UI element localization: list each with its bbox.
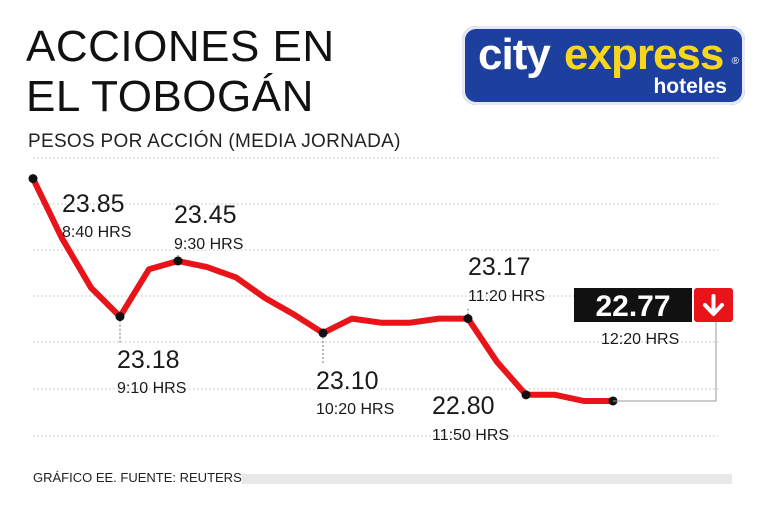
down-arrow-icon: [703, 294, 724, 316]
data-point-3: [318, 328, 328, 338]
data-point-1: [115, 312, 125, 322]
value-label-1: 23.18: [117, 346, 180, 374]
data-point-4: [463, 314, 473, 324]
data-point-0: [28, 174, 38, 184]
time-label-1: 9:10 HRS: [117, 380, 186, 397]
logo-word-express: express: [564, 30, 724, 79]
chart-title: ACCIONES EN EL TOBOGÁN: [26, 22, 335, 122]
last-leader-line: [613, 322, 717, 402]
chart-subtitle: PESOS POR ACCIÓN (MEDIA JORNADA): [28, 131, 401, 152]
time-label-3: 10:20 HRS: [316, 401, 394, 418]
title-line-2: EL TOBOGÁN: [26, 72, 314, 121]
cityexpress-logo: city express ® hoteles: [462, 26, 745, 105]
value-label-0: 23.85: [62, 190, 125, 218]
value-label-3: 23.10: [316, 367, 379, 395]
title-line-1: ACCIONES EN: [26, 22, 335, 71]
data-point-2: [173, 256, 183, 266]
last-value-label: 22.77: [595, 290, 670, 323]
logo-registered-mark: ®: [731, 56, 739, 67]
time-label-4: 11:20 HRS: [468, 288, 545, 305]
source-footer: GRÁFICO EE. FUENTE: REUTERS.: [33, 470, 246, 485]
data-point-5: [521, 390, 531, 400]
last-time-label: 12:20 HRS: [601, 331, 679, 348]
logo-word-city: city: [478, 30, 551, 79]
time-label-5: 11:50 HRS: [432, 427, 509, 444]
value-label-2: 23.45: [174, 201, 237, 229]
time-label-0: 8:40 HRS: [62, 224, 131, 241]
last-value-box: [574, 288, 692, 322]
value-label-5: 22.80: [432, 392, 495, 420]
time-label-2: 9:30 HRS: [174, 236, 243, 253]
value-label-4: 23.17: [468, 253, 531, 281]
footer-bar: [242, 474, 732, 484]
logo-word-hoteles: hoteles: [653, 75, 727, 98]
